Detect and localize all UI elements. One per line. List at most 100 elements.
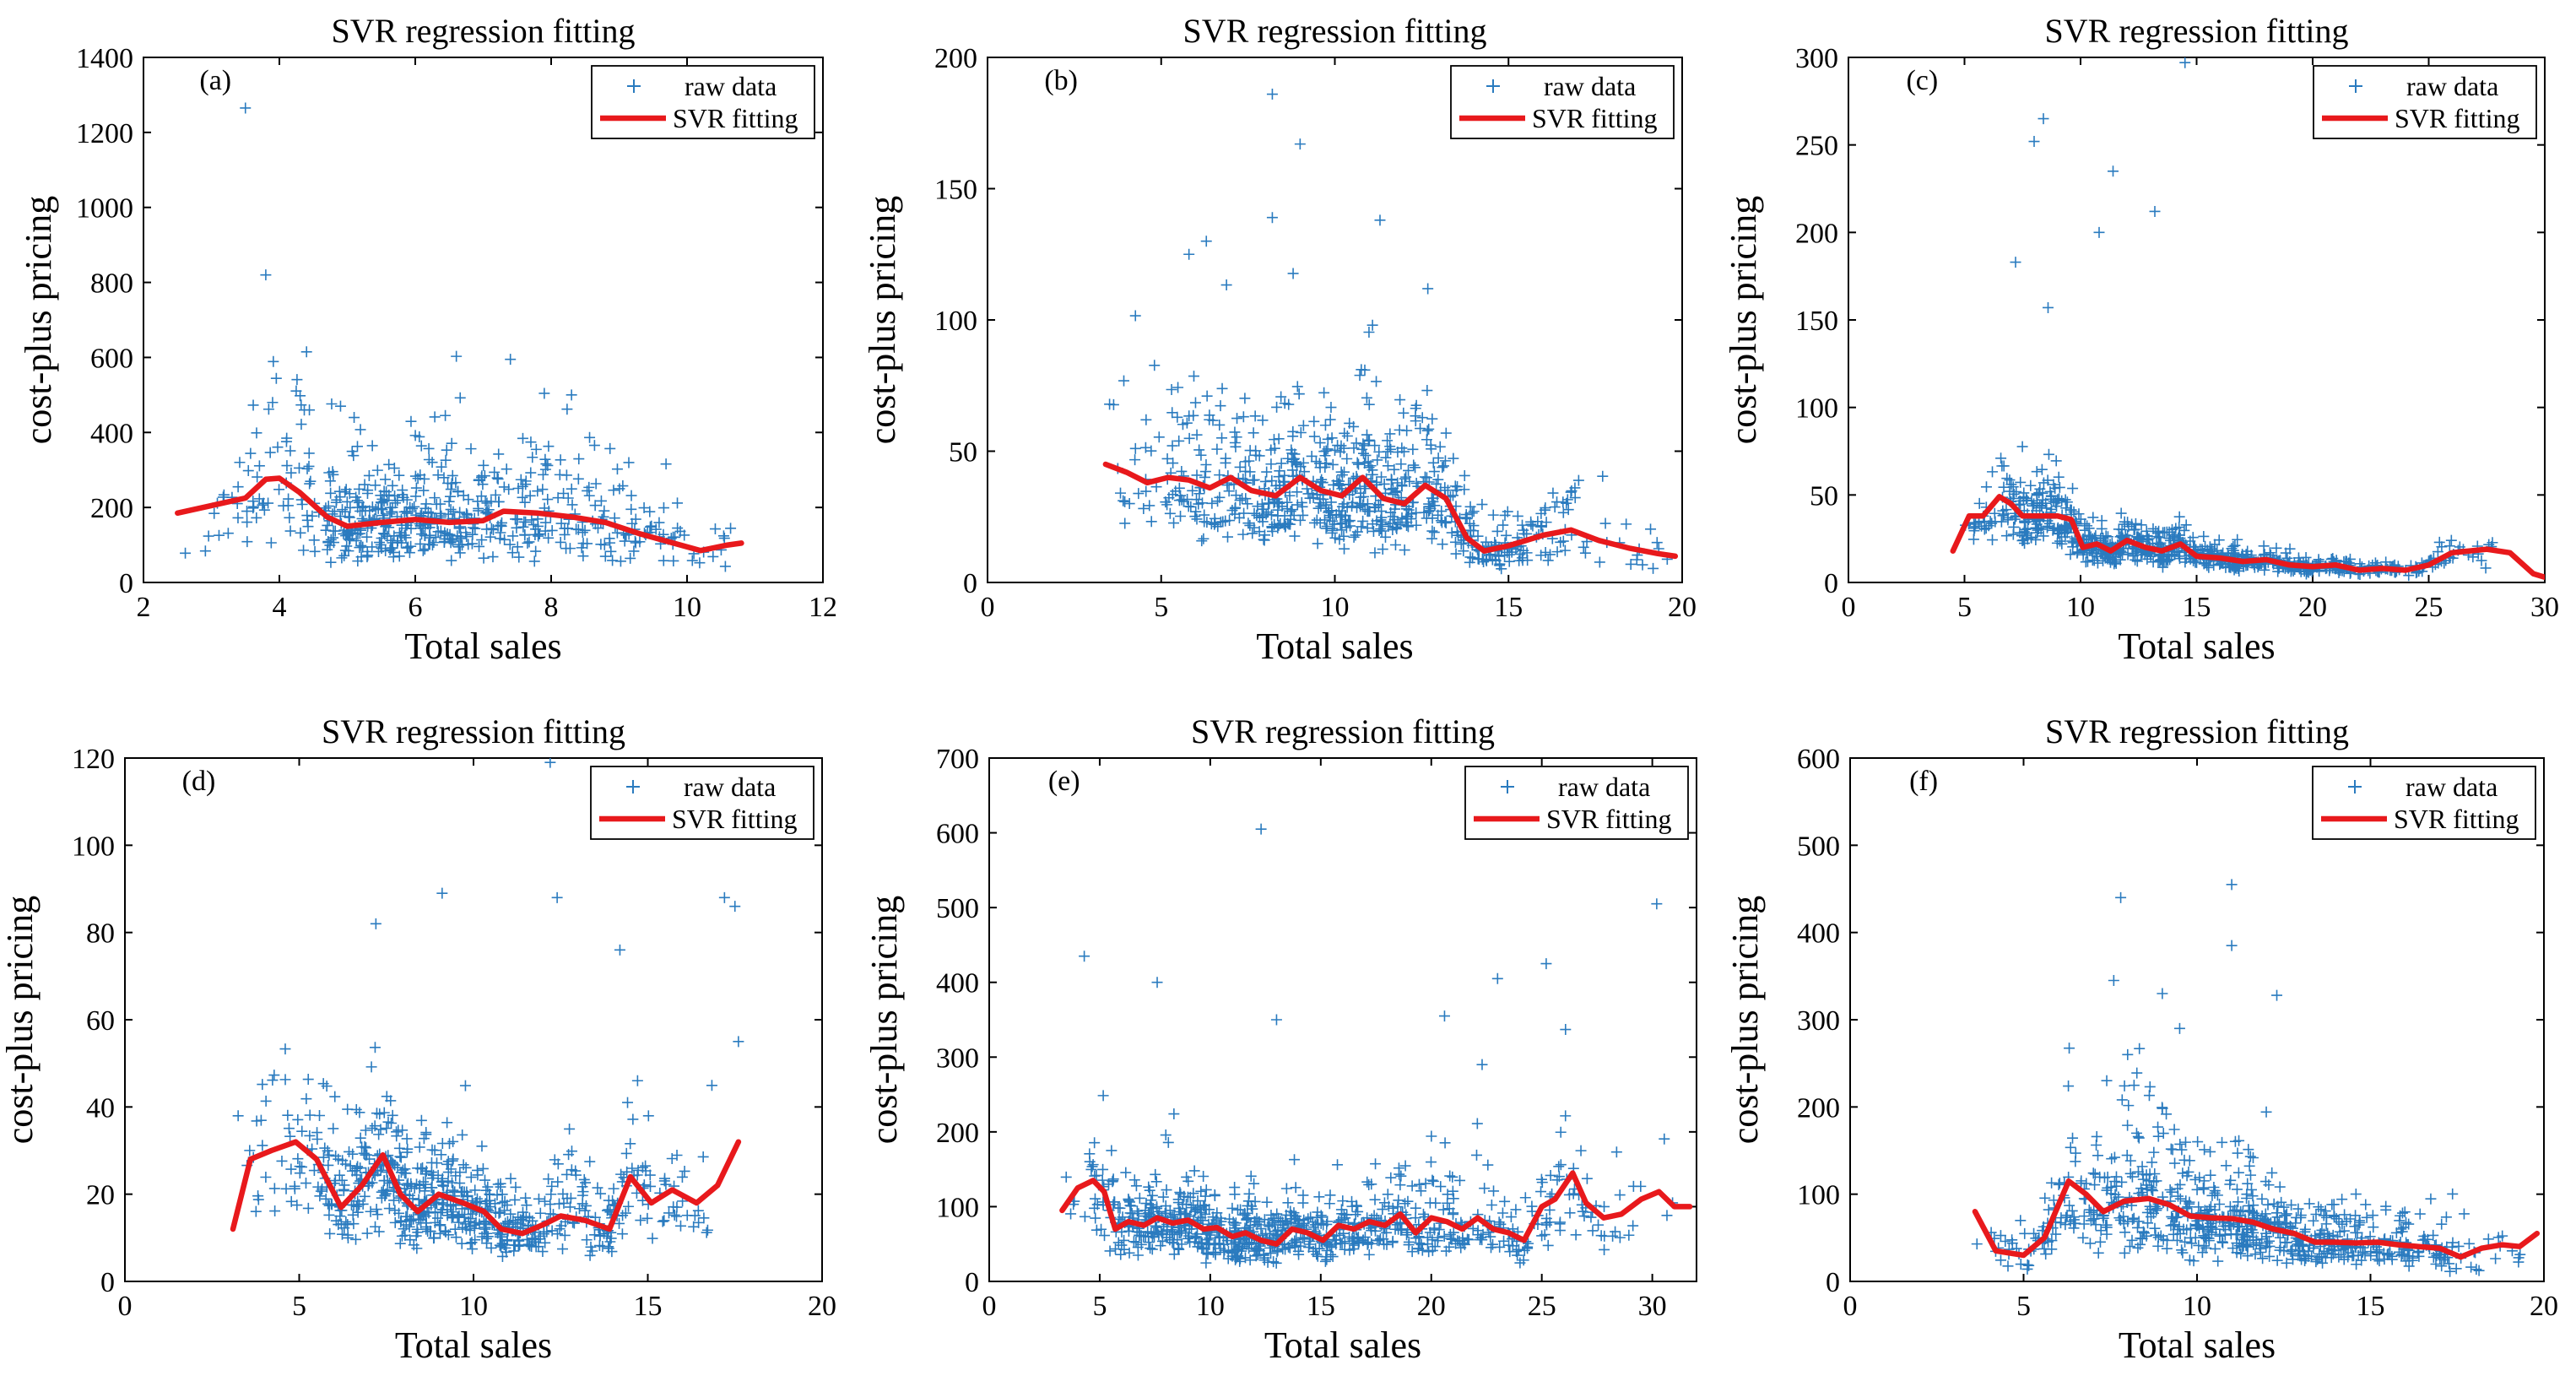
scatter-point <box>1283 518 1295 530</box>
scatter-point <box>354 424 366 436</box>
scatter-point <box>1253 1216 1265 1227</box>
scatter-point <box>2232 1147 2243 1159</box>
scatter-point <box>2142 1217 2154 1229</box>
scatter-point <box>1395 458 1407 470</box>
y-tick-label: 0 <box>1824 568 1838 599</box>
scatter-point <box>1458 484 1470 496</box>
scatter-point <box>1079 1211 1090 1222</box>
scatter-point <box>1406 1180 1418 1192</box>
scatter-point <box>409 430 421 441</box>
scatter-point <box>1382 446 1394 458</box>
scatter-point <box>1375 514 1387 526</box>
scatter-point <box>1572 474 1584 486</box>
scatter-point <box>388 1194 400 1206</box>
scatter-point <box>2313 1201 2324 1213</box>
scatter-point <box>2257 1253 2269 1265</box>
scatter-point <box>512 483 524 495</box>
scatter-point <box>1131 1205 1143 1217</box>
scatter-point <box>566 1146 577 1157</box>
scatter-point <box>626 517 638 529</box>
scatter-point <box>1363 398 1375 410</box>
scatter-point <box>2184 1222 2196 1234</box>
scatter-point <box>1341 452 1353 464</box>
scatter-point <box>2480 562 2492 574</box>
scatter-point <box>330 496 342 508</box>
scatter-point <box>2359 1248 2371 1259</box>
scatter-point <box>718 891 730 903</box>
scatter-point <box>462 1190 474 1201</box>
scatter-point <box>2380 1200 2392 1212</box>
scatter-point <box>441 444 452 456</box>
scatter-point <box>272 441 284 453</box>
scatter-point <box>2166 1186 2178 1198</box>
scatter-point <box>1422 283 1434 295</box>
scatter-point <box>1564 1207 1576 1219</box>
scatter-point <box>1357 447 1369 459</box>
scatter-point <box>284 445 296 457</box>
scatter-point <box>718 533 730 544</box>
scatter-point <box>199 545 211 557</box>
scatter-point <box>445 504 457 516</box>
scatter-point <box>1428 1222 1440 1234</box>
scatter-point <box>1236 1243 1247 1254</box>
scatter-point <box>1560 1024 1572 1036</box>
scatter-point <box>1335 440 1347 452</box>
scatter-point <box>402 507 414 519</box>
scatter-point <box>577 538 589 550</box>
scatter-point <box>510 1181 522 1193</box>
scatter-point <box>1128 1236 1139 1248</box>
scatter-point <box>2243 1144 2254 1156</box>
scatter-point <box>2350 1227 2362 1238</box>
scatter-point <box>1431 1235 1443 1247</box>
scatter-point <box>530 523 542 535</box>
scatter-point <box>2272 566 2284 577</box>
scatter-point <box>329 525 341 537</box>
scatter-point <box>346 1165 358 1177</box>
scatter-point <box>635 1215 647 1227</box>
scatter-point <box>2146 1211 2157 1222</box>
scatter-point <box>2077 1232 2089 1243</box>
y-tick-label: 400 <box>90 418 133 449</box>
scatter-point <box>1339 1243 1350 1255</box>
scatter-point <box>2473 1265 2485 1276</box>
scatter-point <box>1423 498 1435 510</box>
scatter-point <box>222 528 234 539</box>
scatter-point <box>1410 410 1421 422</box>
scatter-point <box>423 442 435 454</box>
scatter-point <box>1129 442 1141 454</box>
scatter-point <box>1190 1204 1202 1216</box>
scatter-point <box>1228 1246 1240 1258</box>
scatter-point <box>1535 521 1547 533</box>
scatter-point <box>1128 1174 1140 1186</box>
scatter-point <box>2089 1168 2101 1180</box>
scatter-point <box>2154 532 2166 544</box>
scatter-point <box>329 1091 341 1102</box>
scatter-point <box>1627 1220 1639 1232</box>
scatter-point <box>2164 1184 2176 1195</box>
scatter-point <box>1290 1182 1302 1194</box>
scatter-point <box>2238 1229 2249 1241</box>
scatter-point <box>2444 1265 2456 1277</box>
scatter-point <box>2109 1189 2121 1200</box>
scatter-point <box>317 1151 329 1163</box>
scatter-point <box>1362 506 1374 517</box>
x-tick-label: 5 <box>292 1291 306 1322</box>
scatter-point <box>1370 1158 1382 1170</box>
scatter-point <box>1637 559 1648 571</box>
scatter-point <box>2152 537 2164 549</box>
scatter-point <box>582 485 593 496</box>
scatter-point <box>1357 438 1369 450</box>
y-tick-label: 1200 <box>76 118 133 149</box>
scatter-point <box>1394 424 1405 436</box>
scatter-point <box>1252 501 1264 512</box>
scatter-point <box>405 540 417 552</box>
plot-data <box>1971 879 2541 1277</box>
scatter-point <box>1087 1159 1099 1171</box>
scatter-point <box>514 1239 526 1251</box>
scatter-point <box>303 447 315 459</box>
scatter-point <box>594 1188 606 1200</box>
scatter-point <box>2447 1188 2459 1200</box>
scatter-point <box>1426 413 1438 425</box>
x-tick-label: 10 <box>673 592 701 623</box>
scatter-point <box>1266 89 1278 100</box>
